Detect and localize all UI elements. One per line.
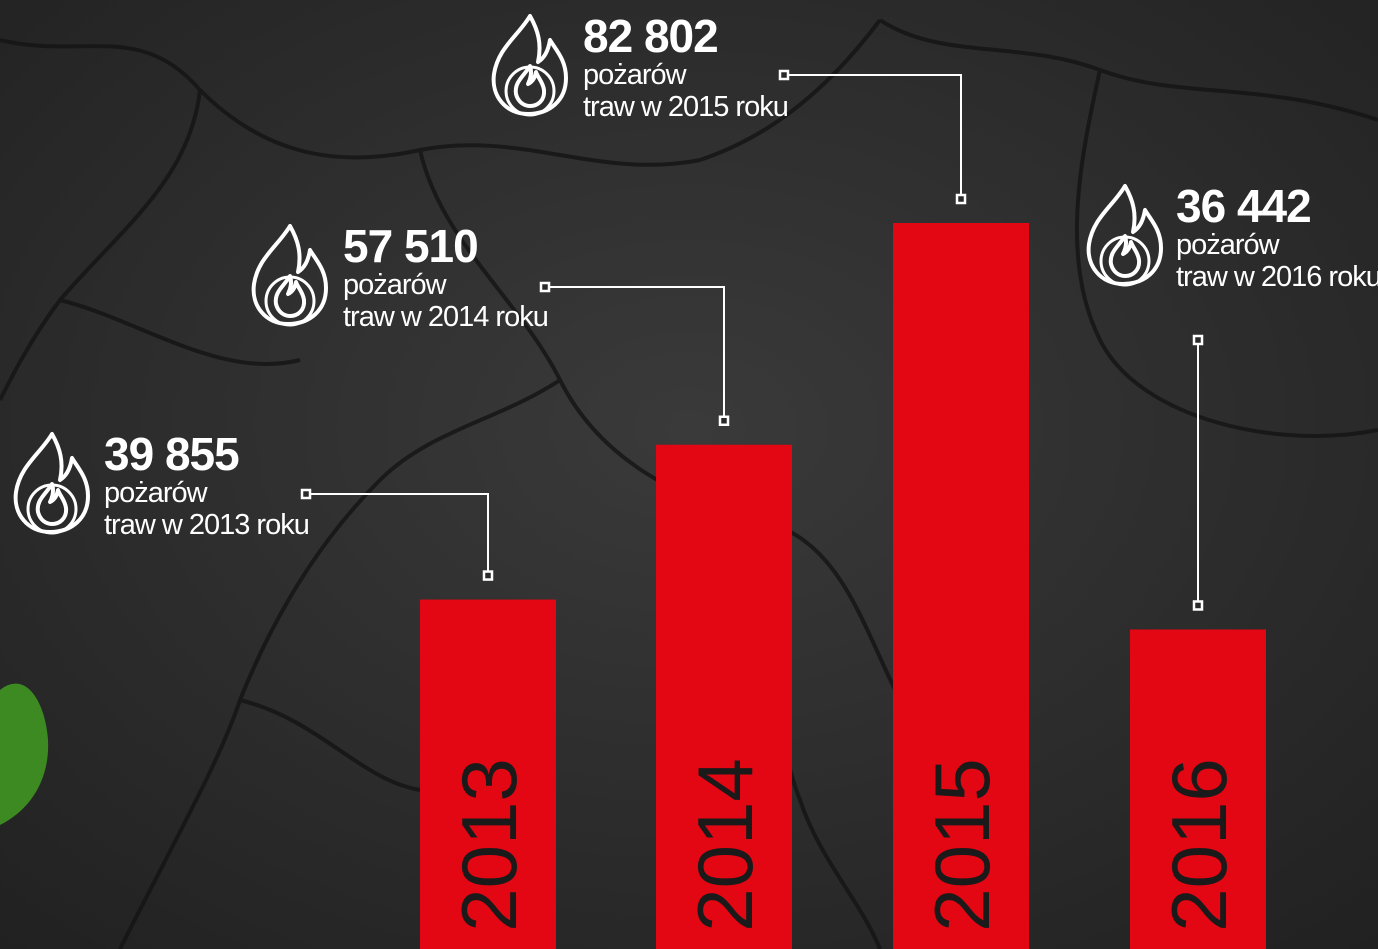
page: {"chart_data": {"type": "bar", "categori… <box>0 0 1378 949</box>
connector-node <box>720 417 728 425</box>
value-label: 39 855 <box>104 428 239 480</box>
connector-node <box>1194 336 1202 344</box>
connector-node <box>302 490 310 498</box>
annotation: pożarów <box>104 477 209 509</box>
annotation: traw w 2013 roku <box>104 509 309 541</box>
connector-node <box>484 572 492 580</box>
connector-node <box>541 283 549 291</box>
year-label: 2016 <box>1155 758 1243 932</box>
annotation: traw w 2014 roku <box>343 301 548 333</box>
connector-node <box>780 71 788 79</box>
year-label: 2014 <box>681 758 769 932</box>
value-label: 36 442 <box>1176 180 1311 232</box>
value-label: 82 802 <box>583 10 718 62</box>
annotation: pożarów <box>1176 229 1281 261</box>
annotation: pożarów <box>343 269 448 301</box>
connector-node <box>1194 601 1202 609</box>
annotation: traw w 2016 roku <box>1176 261 1378 293</box>
value-label: 57 510 <box>343 220 478 272</box>
connector-node <box>957 195 965 203</box>
year-label: 2013 <box>445 758 533 932</box>
annotation: traw w 2015 roku <box>583 91 788 123</box>
year-label: 2015 <box>918 758 1006 932</box>
annotation: pożarów <box>583 59 688 91</box>
chart: 201339 855pożarówtraw w 2013 roku201457 … <box>0 0 1378 949</box>
